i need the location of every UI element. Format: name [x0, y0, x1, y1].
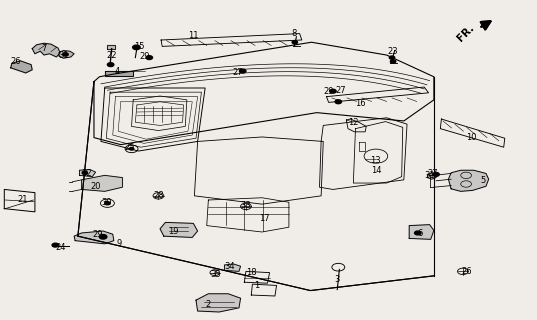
Text: 9: 9 [117, 239, 122, 248]
Text: 3: 3 [335, 276, 340, 284]
Circle shape [415, 231, 421, 235]
Polygon shape [160, 222, 198, 237]
Polygon shape [74, 231, 114, 244]
Text: 25: 25 [125, 143, 135, 152]
Text: 26: 26 [11, 57, 21, 66]
Polygon shape [59, 51, 74, 58]
Text: 28: 28 [153, 191, 164, 200]
Text: 21: 21 [17, 195, 28, 204]
Circle shape [99, 235, 107, 239]
Text: 23: 23 [388, 47, 398, 56]
Circle shape [133, 45, 140, 50]
Text: 29: 29 [92, 230, 103, 239]
Circle shape [292, 41, 297, 44]
Text: 17: 17 [259, 214, 270, 223]
Circle shape [105, 202, 110, 205]
Text: 27: 27 [427, 169, 438, 178]
Text: 8: 8 [292, 29, 297, 38]
Circle shape [129, 148, 134, 150]
Polygon shape [105, 71, 133, 76]
Text: 14: 14 [371, 166, 381, 175]
Text: 11: 11 [188, 31, 199, 40]
Text: 24: 24 [55, 243, 66, 252]
Text: 7: 7 [41, 44, 47, 53]
Text: 15: 15 [134, 42, 145, 51]
Text: 30: 30 [101, 198, 112, 207]
Circle shape [330, 89, 336, 93]
Text: 31: 31 [424, 171, 435, 180]
Circle shape [240, 69, 246, 73]
Circle shape [63, 53, 68, 56]
Text: 33: 33 [241, 201, 251, 210]
Polygon shape [32, 43, 60, 57]
Polygon shape [11, 61, 32, 73]
Text: 19: 19 [168, 227, 178, 236]
Text: 31: 31 [58, 51, 69, 60]
Polygon shape [107, 45, 115, 49]
Text: 18: 18 [246, 268, 257, 277]
Polygon shape [427, 173, 436, 179]
Text: FR.: FR. [455, 23, 476, 43]
Circle shape [433, 172, 439, 176]
Text: 16: 16 [355, 99, 366, 108]
Text: 29: 29 [323, 87, 334, 96]
Text: 6: 6 [417, 229, 423, 238]
Circle shape [82, 171, 88, 174]
Text: 1: 1 [254, 281, 259, 290]
Text: 22: 22 [106, 51, 117, 60]
Circle shape [107, 63, 114, 67]
Polygon shape [82, 175, 122, 191]
Polygon shape [409, 225, 434, 239]
Circle shape [52, 243, 59, 247]
Circle shape [335, 100, 342, 104]
Text: 20: 20 [90, 182, 101, 191]
Text: 27: 27 [336, 86, 346, 95]
Polygon shape [448, 170, 489, 191]
Polygon shape [224, 264, 241, 271]
Text: 34: 34 [224, 262, 235, 271]
Text: 27: 27 [232, 68, 243, 77]
Polygon shape [79, 170, 96, 177]
Text: 13: 13 [371, 156, 381, 165]
Text: 29: 29 [140, 52, 150, 61]
Circle shape [389, 56, 395, 59]
Text: 26: 26 [462, 267, 473, 276]
Text: 2: 2 [206, 300, 211, 309]
Polygon shape [196, 294, 241, 312]
Circle shape [146, 56, 153, 60]
Text: 10: 10 [466, 133, 477, 142]
Text: 35: 35 [211, 270, 221, 279]
Text: 4: 4 [114, 67, 120, 76]
Text: 5: 5 [481, 176, 486, 185]
Text: 12: 12 [348, 118, 359, 127]
Text: 32: 32 [82, 169, 92, 178]
Circle shape [390, 60, 396, 63]
